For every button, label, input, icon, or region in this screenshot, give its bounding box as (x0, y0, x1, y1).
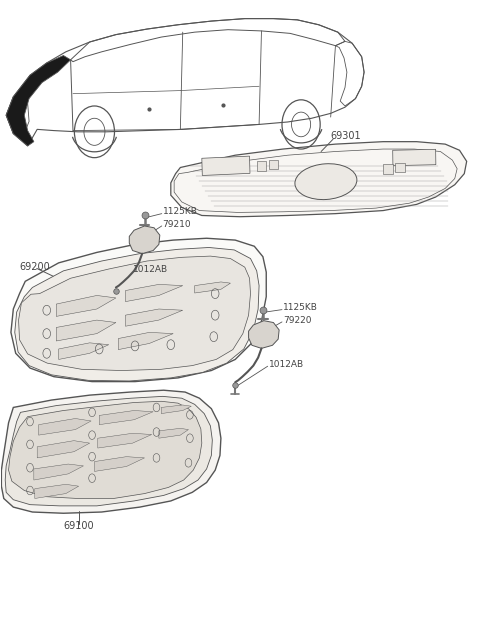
Text: 69200: 69200 (20, 262, 50, 272)
Polygon shape (6, 56, 71, 146)
Polygon shape (15, 247, 259, 381)
Polygon shape (38, 418, 91, 435)
Polygon shape (1, 390, 221, 514)
Bar (269, 159, 278, 169)
Polygon shape (56, 295, 116, 316)
Bar (393, 150, 436, 166)
Bar (202, 156, 250, 176)
Polygon shape (11, 239, 266, 381)
Polygon shape (118, 332, 173, 350)
Polygon shape (35, 485, 79, 499)
Polygon shape (98, 433, 152, 448)
Bar (383, 164, 393, 174)
Polygon shape (9, 401, 202, 499)
Text: 1012AB: 1012AB (132, 265, 168, 274)
Polygon shape (125, 309, 183, 326)
Polygon shape (19, 256, 251, 371)
Text: 69100: 69100 (63, 520, 94, 531)
Text: 1125KB: 1125KB (163, 207, 198, 216)
Text: 1125KB: 1125KB (283, 303, 318, 312)
Polygon shape (159, 428, 189, 438)
Text: 79210: 79210 (163, 219, 192, 229)
Polygon shape (34, 464, 84, 480)
Text: 79220: 79220 (283, 316, 312, 324)
Bar (257, 161, 266, 171)
Polygon shape (125, 284, 183, 302)
Polygon shape (129, 226, 160, 253)
Polygon shape (5, 396, 212, 506)
Bar (395, 163, 405, 172)
Polygon shape (171, 142, 467, 217)
Text: 69301: 69301 (331, 130, 361, 140)
Text: 1012AB: 1012AB (269, 360, 304, 369)
Polygon shape (37, 441, 90, 458)
Polygon shape (56, 320, 116, 341)
Polygon shape (195, 282, 230, 293)
Polygon shape (95, 457, 144, 472)
Polygon shape (59, 343, 109, 360)
Polygon shape (99, 410, 153, 425)
Polygon shape (161, 405, 192, 413)
Polygon shape (249, 321, 279, 349)
Ellipse shape (295, 164, 357, 200)
